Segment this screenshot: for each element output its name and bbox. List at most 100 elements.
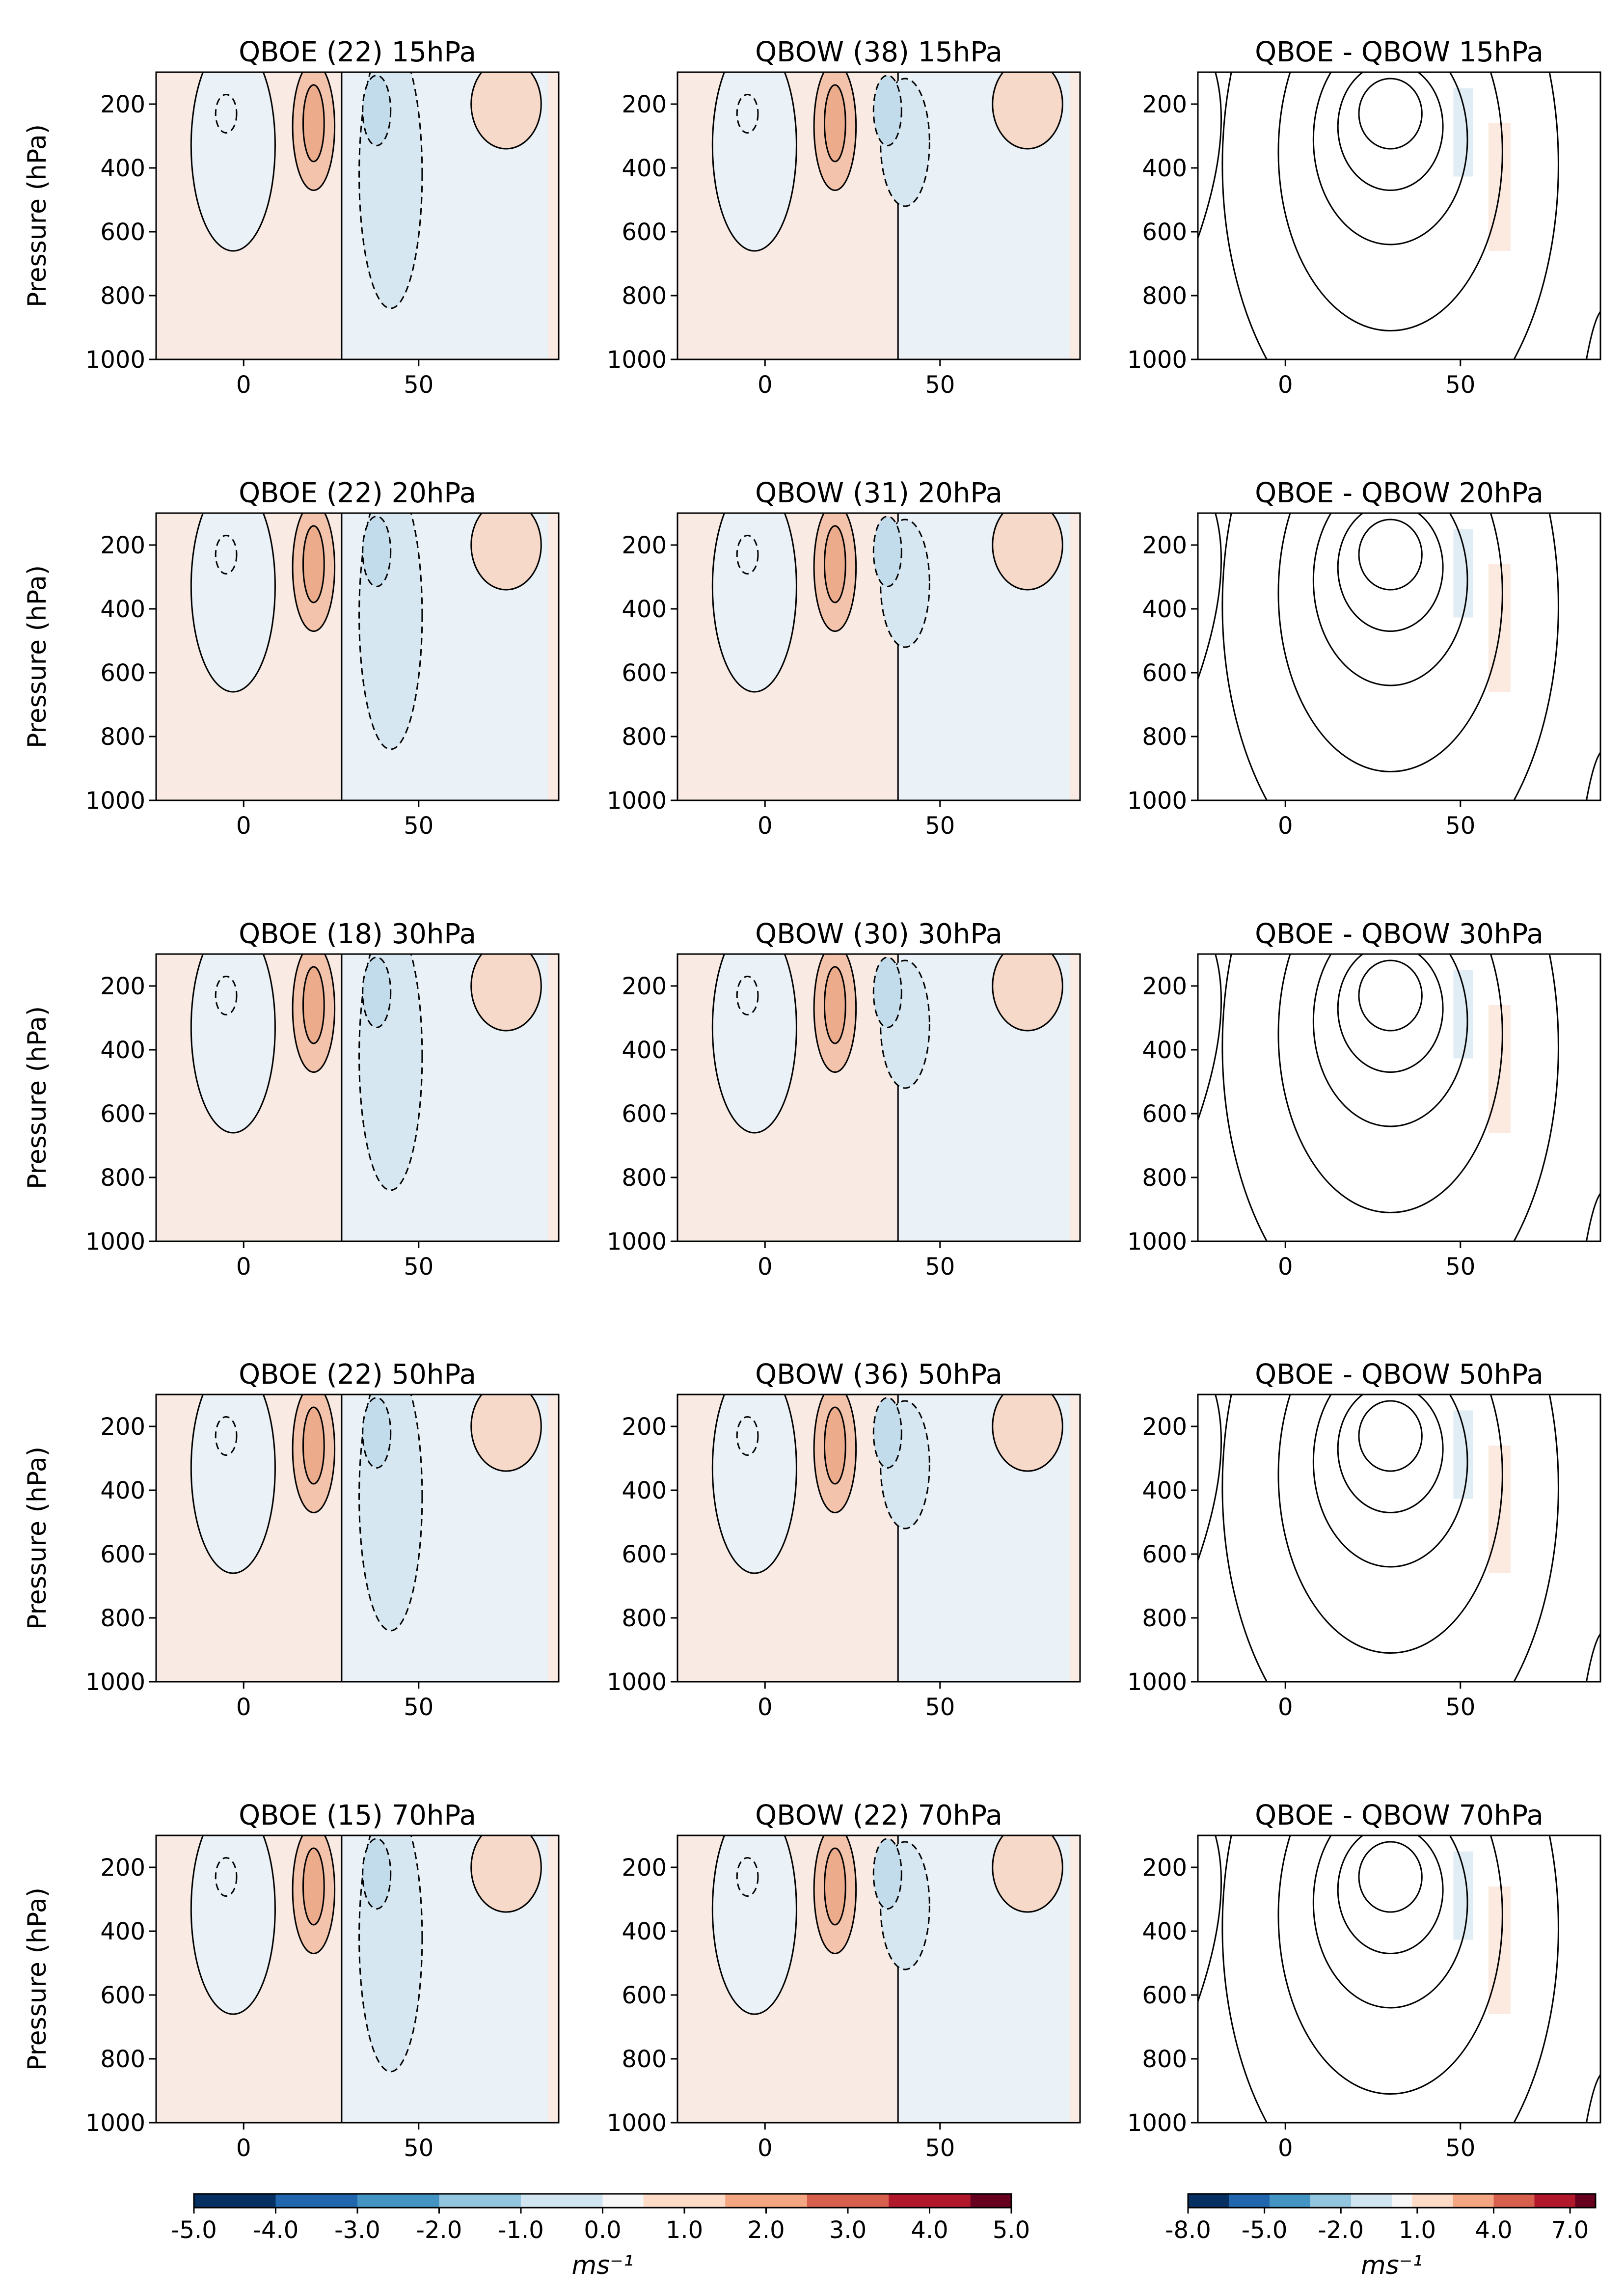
colorbar-segment — [1555, 2194, 1576, 2208]
negative-patch — [1453, 529, 1473, 618]
panel-field — [677, 954, 1080, 1241]
panel: QBOE (15) 70hPa 200 400 600 800 1000 0 50 Pressu… — [23, 1800, 560, 2162]
panel-field — [677, 1835, 1080, 2123]
y-tick-label: 200 — [622, 1413, 667, 1441]
panel-field — [1198, 1394, 1600, 1682]
colorbar-segment — [929, 2194, 971, 2208]
panel: QBOE - QBOW 70hPa 200 400 600 800 1000 0 50 — [1127, 1800, 1601, 2162]
contour-line — [1586, 2074, 1600, 2123]
y-tick-label: 200 — [622, 532, 667, 559]
plot-frame — [1197, 953, 1601, 1242]
positive-core — [823, 525, 846, 603]
panel-title: QBOE - QBOW 20hPa — [1255, 477, 1543, 509]
panel: QBOE - QBOW 30hPa 200 400 600 800 1000 0 50 — [1127, 918, 1601, 1281]
y-tick-label: 800 — [622, 2046, 667, 2073]
dashed-contour — [736, 1857, 759, 1897]
panel-field — [156, 72, 559, 359]
positive-patch — [1488, 1446, 1511, 1573]
contour-line — [1277, 1835, 1503, 2095]
y-tick-label: 400 — [622, 1037, 667, 1064]
colorbar-segment — [602, 2194, 644, 2208]
positive-cell — [470, 513, 542, 591]
contour-line — [1586, 311, 1600, 359]
x-tick-label: 0 — [758, 1694, 773, 1721]
panel-field — [677, 1394, 1080, 1682]
x-tick-label: 0 — [758, 812, 773, 840]
y-tick-label: 800 — [622, 1164, 667, 1192]
y-tick-label: 200 — [100, 532, 145, 559]
contour-line — [1312, 954, 1468, 1127]
dashed-contour — [215, 1416, 238, 1456]
panel-title: QBOE (22) 50hPa — [239, 1359, 476, 1391]
x-tick-label: 50 — [925, 1694, 955, 1721]
y-tick-label: 800 — [1142, 2046, 1187, 2073]
colorbar-segment — [235, 2194, 276, 2208]
positive-cell — [992, 1835, 1063, 1913]
dashed-contour — [362, 1397, 392, 1469]
dashed-contour — [215, 94, 238, 134]
dashed-contour — [872, 75, 902, 146]
dashed-contour — [358, 72, 423, 309]
colorbar-frame — [1187, 2193, 1597, 2209]
colorbar-segment — [439, 2194, 481, 2208]
colorbar-tick-label: 4.0 — [1475, 2216, 1512, 2244]
plot-frame — [677, 71, 1081, 360]
colorbar-tick-label: -8.0 — [1165, 2216, 1211, 2244]
colorbar-tick-label: -2.0 — [416, 2216, 462, 2244]
plot-frame — [155, 71, 560, 360]
y-tick-label: 1000 — [607, 1668, 667, 1696]
x-tick-label: 0 — [236, 812, 251, 840]
positive-core — [302, 525, 325, 603]
y-tick-label: 400 — [1142, 155, 1187, 182]
colorbar-segment — [1453, 2194, 1474, 2208]
y-tick-label: 600 — [1142, 1541, 1187, 1568]
panel-title: QBOW (36) 50hPa — [755, 1359, 1002, 1391]
contour-line — [1312, 513, 1468, 686]
colorbar-segment — [1208, 2194, 1229, 2208]
contour-line — [1277, 1394, 1503, 1654]
contour-line — [1337, 513, 1444, 632]
y-tick-label: 1000 — [1127, 1228, 1187, 1256]
y-tick-label: 200 — [100, 973, 145, 1000]
positive-cell — [992, 1394, 1063, 1472]
plot-frame — [1197, 512, 1601, 801]
y-tick-label: 200 — [1142, 532, 1187, 559]
y-tick-label: 600 — [100, 1982, 145, 2009]
y-axis-label: Pressure (hPa) — [23, 1887, 52, 2071]
contour-line — [1277, 72, 1503, 331]
contour-line — [1221, 954, 1559, 1241]
plot-frame — [1197, 1394, 1601, 1683]
negative-cell — [190, 1835, 276, 2015]
panel: QBOE (22) 50hPa 200 400 600 800 1000 0 50 Pressu… — [23, 1359, 560, 1721]
x-tick-label: 50 — [925, 812, 955, 840]
positive-core — [823, 84, 846, 163]
y-tick-label: 800 — [1142, 282, 1187, 310]
dashed-contour — [872, 957, 902, 1028]
negative-cell — [190, 954, 276, 1134]
contour-line — [1358, 1400, 1423, 1472]
y-tick-label: 800 — [100, 723, 145, 751]
x-tick-label: 50 — [925, 1253, 955, 1281]
panel-title: QBOW (30) 30hPa — [755, 918, 1002, 950]
y-tick-label: 800 — [100, 282, 145, 310]
colorbar-segment — [889, 2194, 930, 2208]
y-tick-label: 400 — [1142, 1037, 1187, 1064]
dashed-contour — [362, 75, 392, 146]
y-tick-label: 600 — [1142, 219, 1187, 246]
colorbar-segment — [725, 2194, 767, 2208]
panel-title: QBOE (22) 15hPa — [239, 36, 476, 68]
plot-frame — [677, 1834, 1081, 2124]
dashed-contour — [872, 516, 902, 587]
colorbar-segment — [1493, 2194, 1515, 2208]
plot-background — [1198, 1394, 1600, 1682]
plot-frame — [155, 1834, 560, 2124]
colorbar-segment — [194, 2194, 236, 2208]
dashed-contour — [362, 1838, 392, 1910]
negative-cell — [711, 1835, 797, 2015]
x-tick-label: 0 — [236, 371, 251, 399]
negative-cell — [711, 513, 797, 693]
y-axis-label: Pressure (hPa) — [23, 1447, 52, 1630]
contour-line — [1586, 752, 1600, 800]
colorbar-segment — [848, 2194, 890, 2208]
colorbar-tick-label: -2.0 — [1318, 2216, 1364, 2244]
